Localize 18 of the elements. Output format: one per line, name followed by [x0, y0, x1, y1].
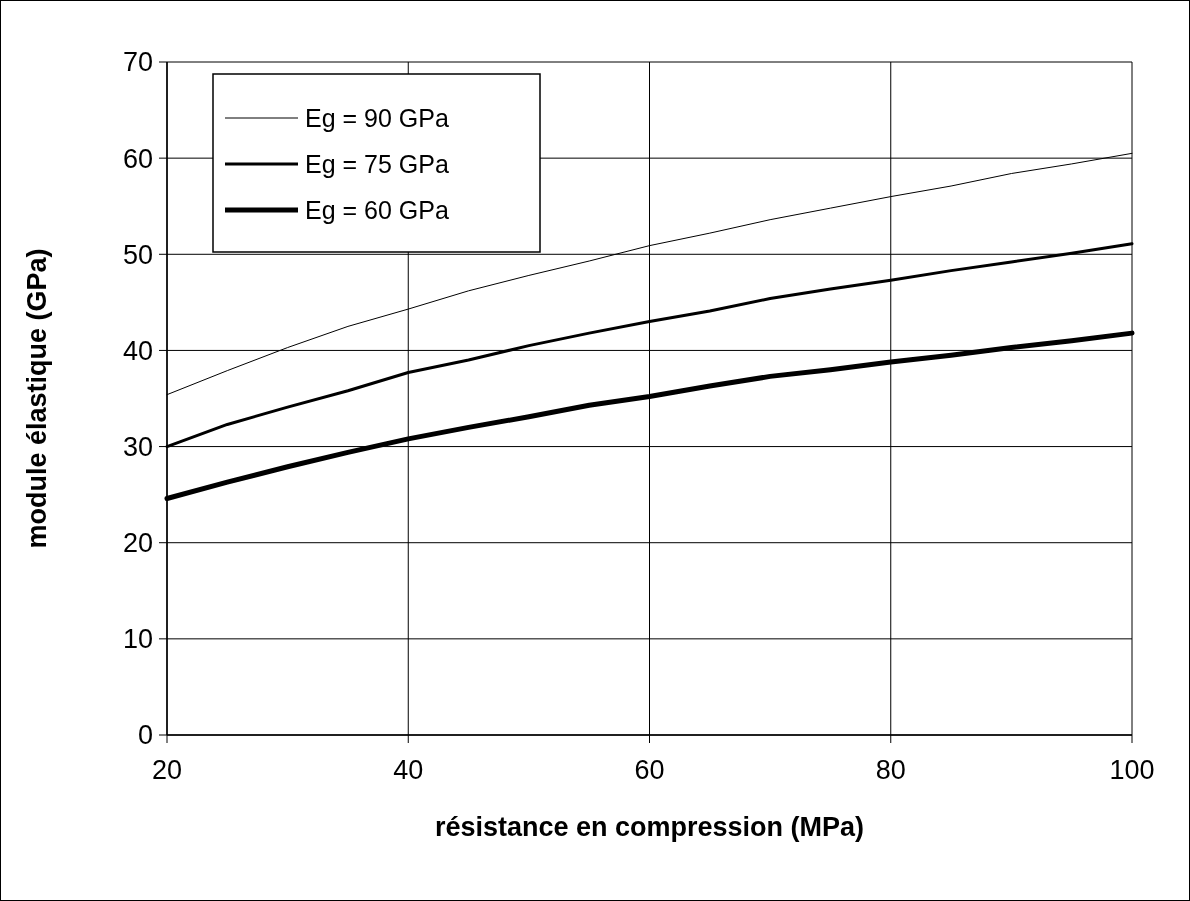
- y-tick-label: 20: [122, 528, 153, 559]
- y-tick-label: 60: [122, 143, 153, 174]
- y-tick-label: 40: [122, 335, 153, 366]
- legend-label: Eg = 90 GPa: [305, 103, 449, 132]
- x-tick-label: 100: [1109, 755, 1155, 785]
- y-tick-label: 50: [122, 239, 153, 270]
- y-tick-label: 30: [122, 432, 153, 463]
- y-axis-title: module élastique (GPa): [22, 248, 52, 549]
- x-tick-label: 40: [393, 755, 424, 785]
- x-tick-label: 20: [151, 755, 183, 785]
- y-tick-label: 70: [122, 47, 153, 78]
- y-tick-label: 0: [137, 720, 153, 751]
- x-tick-label: 80: [875, 755, 906, 785]
- legend-label: Eg = 75 GPa: [305, 149, 449, 178]
- legend-label: Eg = 60 GPa: [305, 195, 449, 224]
- x-axis-title: résistance en compression (MPa): [434, 812, 865, 842]
- x-tick-label: 60: [634, 755, 665, 785]
- y-tick-label: 10: [122, 624, 153, 655]
